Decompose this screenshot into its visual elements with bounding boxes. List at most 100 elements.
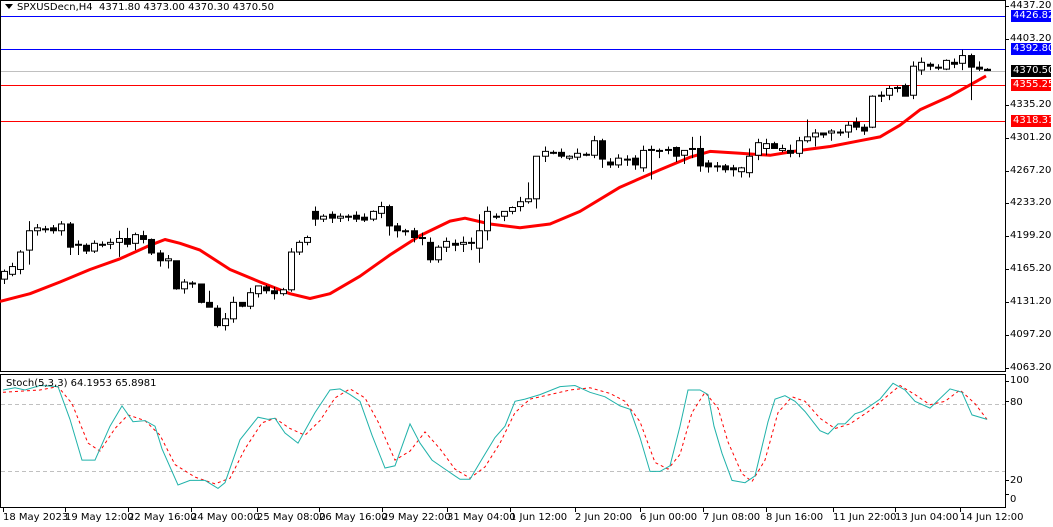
- candle-bear: [697, 147, 704, 167]
- time-tick-label: 13 Jun 04:00: [895, 512, 959, 523]
- candle-bear: [722, 165, 729, 171]
- candle-bull: [656, 149, 663, 152]
- stoch-level-0: 0: [1010, 494, 1017, 505]
- candle-bull: [959, 55, 966, 64]
- candle-bull: [828, 130, 835, 134]
- horizontal-levels[interactable]: [1, 16, 1005, 122]
- candle-bull: [689, 147, 696, 150]
- candle-bear: [67, 223, 74, 248]
- candle-bull: [943, 59, 950, 70]
- candle-bull: [640, 149, 647, 169]
- candle-bull: [509, 207, 516, 212]
- candle-bull: [624, 158, 631, 161]
- candle-bear: [173, 260, 180, 290]
- candle-bull: [435, 246, 442, 261]
- candle-bull: [542, 150, 549, 157]
- candle-bull: [714, 165, 721, 168]
- price-tag-4318.31: 4318.31: [1011, 115, 1053, 127]
- candle-bear: [312, 210, 319, 220]
- candle-bear: [984, 68, 991, 72]
- price-tag-4355.25: 4355.25: [1011, 79, 1053, 91]
- price-tick-label: 4063.20: [1010, 362, 1052, 373]
- stoch-level-20: 20: [1010, 475, 1023, 486]
- candle-bull: [9, 266, 16, 275]
- candle-bear: [361, 216, 368, 221]
- candle-bull: [75, 243, 82, 246]
- candle-bull: [132, 234, 139, 244]
- chart-title[interactable]: SPXUSDecn,H4 4371.80 4373.00 4370.30 437…: [5, 2, 274, 13]
- price-tag-4392.80: 4392.80: [1011, 43, 1053, 55]
- time-tick-label: 1 Jun 12:00: [510, 512, 568, 523]
- candle-bear: [861, 126, 868, 132]
- candle-bull: [615, 157, 622, 166]
- candle-bull: [779, 147, 786, 151]
- candle-bull: [320, 215, 327, 220]
- price-tick-label: 4199.20: [1010, 230, 1052, 241]
- candle-bear: [820, 132, 827, 136]
- candle-bull: [255, 285, 262, 295]
- moving-average-line: [0, 74, 987, 303]
- ma-polyline: [0, 74, 987, 303]
- time-tick-label: 29 May 22:00: [382, 512, 451, 523]
- candle-bull: [165, 258, 172, 262]
- candle-bull: [746, 155, 753, 174]
- candle-bear: [140, 235, 147, 240]
- candle-bull: [681, 149, 688, 156]
- candle-bull: [42, 228, 49, 231]
- candle-bull: [665, 148, 672, 151]
- candle-bear: [148, 238, 155, 254]
- candle-bear: [558, 151, 565, 157]
- candle-bull: [468, 241, 475, 244]
- candle-bull: [869, 95, 876, 128]
- price-tick-label: 4301.20: [1010, 132, 1052, 143]
- candle-bear: [214, 307, 221, 327]
- candle-bull: [378, 206, 385, 214]
- candle-bull: [181, 281, 188, 290]
- candle-bear: [50, 227, 57, 232]
- candle-bull: [116, 237, 123, 243]
- candle-bull: [17, 251, 24, 270]
- candle-bull: [566, 155, 573, 159]
- time-tick-label: 24 May 00:00: [191, 512, 260, 523]
- candle-bull: [99, 243, 106, 246]
- candle-bull: [804, 136, 811, 142]
- candle-bear: [599, 140, 606, 160]
- candle-bear: [83, 244, 90, 252]
- candle-bear: [853, 121, 860, 128]
- stoch-level-lines: [1, 404, 1005, 472]
- candle-bull: [345, 215, 352, 218]
- candle-bull: [288, 251, 295, 291]
- candle-bull: [476, 230, 483, 249]
- stoch-lines: [2, 382, 988, 490]
- candle-bull: [910, 65, 917, 96]
- candle-bear: [198, 283, 205, 303]
- time-tick-label: 11 Jun 22:00: [833, 512, 897, 523]
- dropdown-triangle-icon[interactable]: [5, 4, 13, 9]
- candle-bull: [796, 140, 803, 154]
- candle-bull: [525, 198, 532, 203]
- candle-bull: [894, 86, 901, 89]
- candle-bear: [427, 241, 434, 261]
- candle-bull: [280, 289, 287, 295]
- candle-bear: [419, 237, 426, 240]
- candle-bull: [460, 241, 467, 245]
- candle-bull: [484, 210, 491, 232]
- axis-ticks: [3, 6, 1009, 512]
- candle-bear: [189, 282, 196, 285]
- candle-bull: [837, 131, 844, 134]
- candle-bear: [239, 301, 246, 307]
- candle-bull: [402, 230, 409, 233]
- price-tick-label: 4233.20: [1010, 197, 1052, 208]
- candle-bull: [91, 242, 98, 252]
- symbol-label: SPXUSDecn,H4: [17, 2, 93, 13]
- candle-bear: [386, 206, 393, 227]
- price-tick-label: 4131.20: [1010, 296, 1052, 307]
- time-tick-label: 14 Jun 12:00: [960, 512, 1024, 523]
- ohlc-values: 4371.80 4373.00 4370.30 4370.50: [99, 2, 274, 13]
- candle-bull: [370, 210, 377, 220]
- candle-bear: [730, 167, 737, 171]
- candle-bear: [951, 61, 958, 65]
- candle-bear: [394, 225, 401, 232]
- candle-bull: [738, 167, 745, 173]
